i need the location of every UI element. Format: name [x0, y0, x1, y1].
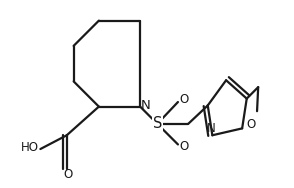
- Text: O: O: [63, 168, 73, 181]
- Text: O: O: [180, 93, 189, 106]
- Text: N: N: [207, 122, 216, 135]
- Text: O: O: [180, 140, 189, 153]
- Text: HO: HO: [21, 141, 39, 154]
- Text: O: O: [246, 118, 255, 131]
- Text: N: N: [140, 99, 150, 112]
- Text: S: S: [153, 116, 162, 131]
